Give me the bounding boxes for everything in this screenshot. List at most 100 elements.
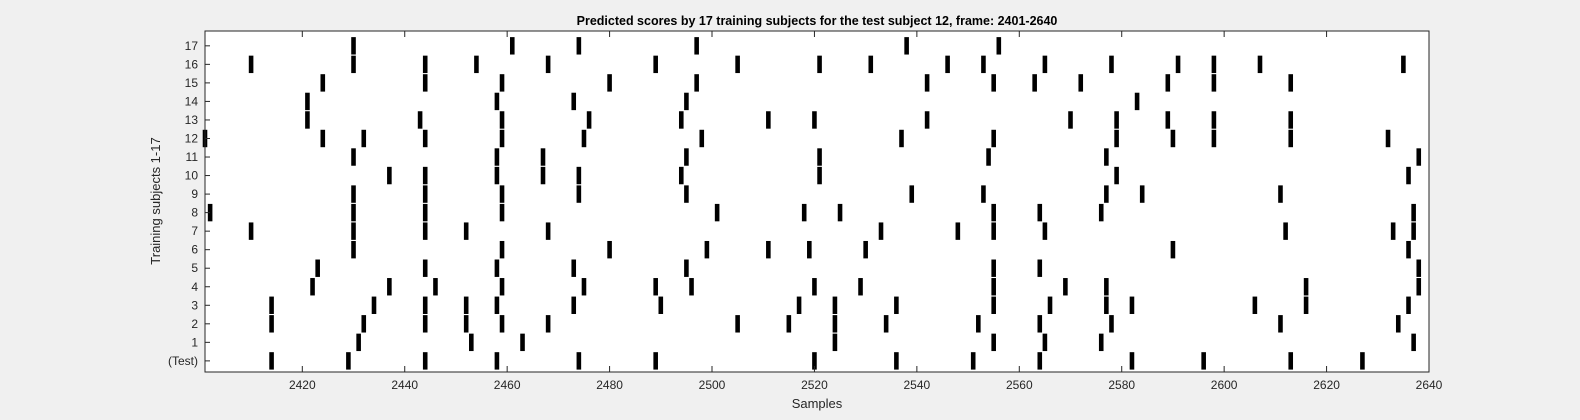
raster-mark (422, 74, 428, 92)
raster-mark (1257, 55, 1263, 74)
y-tick-label: 15 (185, 76, 199, 90)
raster-mark (924, 111, 930, 129)
raster-mark (684, 259, 689, 277)
x-axis-title: Samples (792, 396, 843, 411)
raster-mark (469, 333, 474, 352)
y-tick-label: 13 (185, 113, 199, 127)
raster-mark (1032, 74, 1037, 92)
raster-mark (422, 259, 428, 277)
y-tick-label: 12 (185, 131, 199, 145)
raster-mark (796, 296, 802, 314)
raster-mark (463, 222, 469, 240)
raster-mark (883, 315, 889, 333)
raster-mark (545, 55, 551, 74)
raster-mark (1303, 296, 1309, 314)
raster-mark (766, 240, 771, 259)
raster-mark (1114, 129, 1119, 148)
raster-mark (351, 37, 356, 55)
plot-area (205, 31, 1429, 372)
raster-mark (1303, 278, 1309, 296)
raster-mark (1288, 111, 1294, 129)
raster-mark (786, 315, 792, 333)
raster-mark (832, 333, 838, 352)
raster-mark (371, 296, 377, 314)
y-tick-label: 2 (191, 317, 198, 331)
raster-mark (351, 203, 356, 222)
raster-mark (576, 166, 582, 185)
raster-mark (1283, 222, 1288, 240)
raster-mark (248, 55, 254, 74)
raster-mark (545, 315, 551, 333)
raster-mark (991, 333, 996, 352)
raster-mark (207, 203, 213, 222)
x-tick-label: 2620 (1313, 378, 1340, 392)
raster-mark (694, 74, 699, 92)
raster-mark (351, 185, 356, 203)
raster-mark (1401, 55, 1406, 74)
x-tick-label: 2480 (596, 378, 623, 392)
x-axis-ticks: 2420 2440 2460 2480 2500 2520 2540 2560 2580 2600… (289, 31, 1443, 392)
raster-mark (807, 240, 812, 259)
raster-mark (812, 352, 817, 370)
raster-mark (586, 111, 592, 129)
raster-mark (1139, 185, 1145, 203)
raster-mark (991, 203, 996, 222)
raster-mark (694, 37, 699, 55)
raster-mark (1406, 240, 1411, 259)
raster-mark (494, 296, 500, 314)
raster-mark (1288, 352, 1294, 370)
raster-mark (248, 222, 254, 240)
raster-mark (417, 111, 423, 129)
x-tick-label: 2560 (1006, 378, 1033, 392)
raster-mark (1360, 352, 1365, 370)
raster-mark (837, 203, 843, 222)
raster-mark (1411, 333, 1416, 352)
raster-mark (1395, 315, 1401, 333)
raster-mark (581, 278, 587, 296)
raster-mark (1042, 222, 1048, 240)
raster-mark (1411, 222, 1416, 240)
raster-mark (1385, 129, 1391, 148)
raster-mark (305, 111, 310, 129)
x-tick-label: 2460 (494, 378, 521, 392)
raster-mark (981, 185, 986, 203)
raster-mark (1416, 278, 1422, 296)
raster-mark (735, 315, 740, 333)
raster-mark (868, 55, 874, 74)
raster-mark (576, 185, 582, 203)
raster-mark (494, 259, 500, 277)
raster-mark (991, 278, 996, 296)
y-tick-label: 9 (191, 187, 198, 201)
raster-mark (991, 259, 996, 277)
raster-mark (1201, 352, 1206, 370)
raster-mark (981, 55, 986, 74)
raster-mark (976, 315, 981, 333)
raster-mark (1252, 296, 1258, 314)
raster-mark (499, 111, 505, 129)
x-tick-label: 2500 (699, 378, 726, 392)
raster-mark (351, 222, 356, 240)
raster-mark (991, 222, 996, 240)
raster-mark (832, 296, 838, 314)
y-tick-label: 6 (191, 243, 198, 257)
raster-mark (735, 55, 740, 74)
raster-mark (269, 315, 274, 333)
raster-mark (1037, 203, 1043, 222)
raster-mark (817, 148, 822, 166)
raster-mark (1104, 185, 1109, 203)
raster-mark (351, 55, 356, 74)
y-tick-label: (Test) (168, 354, 198, 368)
raster-mark (474, 55, 479, 74)
y-axis-title: Training subjects 1-17 (148, 137, 163, 264)
raster-mark (1165, 74, 1171, 92)
raster-mark (422, 55, 428, 74)
x-tick-label: 2420 (289, 378, 316, 392)
raster-mark (991, 74, 996, 92)
raster-mark (970, 352, 976, 370)
raster-mark (1416, 259, 1422, 277)
x-tick-label: 2600 (1211, 378, 1238, 392)
raster-mark (955, 222, 961, 240)
raster-mark (463, 296, 469, 314)
raster-mark (1406, 296, 1411, 314)
raster-mark (909, 185, 915, 203)
